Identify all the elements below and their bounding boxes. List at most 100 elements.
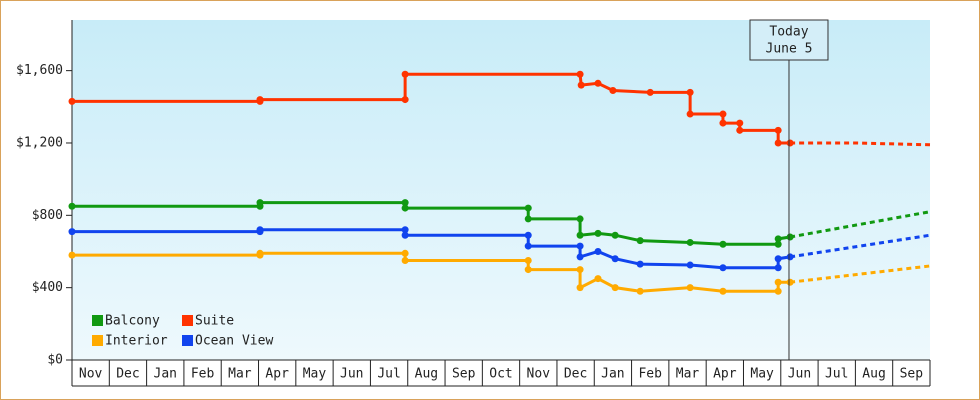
y-tick-label: $800	[32, 208, 63, 223]
data-point	[636, 237, 644, 245]
data-point	[686, 88, 694, 96]
data-point	[401, 226, 409, 234]
data-point	[594, 275, 602, 283]
data-point	[736, 119, 744, 127]
legend-swatch	[92, 315, 103, 326]
data-point	[611, 231, 619, 239]
data-point	[719, 240, 727, 248]
x-tick-label: May	[750, 367, 774, 382]
data-point	[68, 202, 76, 210]
y-tick-label: $400	[32, 280, 63, 295]
today-label: Today	[769, 25, 808, 40]
data-point	[68, 251, 76, 259]
data-point	[524, 257, 532, 265]
x-tick-label: Oct	[489, 367, 512, 382]
plot-area	[72, 20, 930, 360]
forecast-line	[790, 141, 931, 147]
data-point	[401, 257, 409, 265]
data-point	[774, 264, 782, 272]
data-point	[576, 242, 584, 250]
data-point	[719, 287, 727, 295]
data-point	[774, 278, 782, 286]
data-point	[524, 242, 532, 250]
x-tick-label: Sep	[452, 367, 476, 382]
legend-swatch	[182, 315, 193, 326]
x-tick-label: Aug	[862, 367, 885, 382]
x-tick-label: Apr	[713, 367, 737, 382]
data-point	[736, 126, 744, 134]
data-point	[524, 266, 532, 274]
x-tick-label: Feb	[638, 367, 662, 382]
data-point	[611, 284, 619, 292]
data-point	[401, 70, 409, 78]
data-point	[636, 287, 644, 295]
data-point	[256, 96, 264, 104]
x-tick-label: Sep	[900, 367, 924, 382]
today-box	[749, 19, 829, 61]
legend-swatch	[92, 335, 103, 346]
data-point	[686, 110, 694, 118]
data-point	[401, 231, 409, 239]
x-tick-label: Nov	[527, 367, 551, 382]
data-point	[774, 287, 782, 295]
x-tick-label: Jul	[825, 367, 848, 382]
forecast-line	[789, 210, 931, 239]
data-point	[577, 81, 585, 89]
data-point	[719, 264, 727, 272]
data-point	[256, 249, 264, 257]
x-tick-label: Jan	[154, 367, 177, 382]
data-point	[774, 235, 782, 243]
x-tick-label: Feb	[191, 367, 215, 382]
y-tick-label: $1,600	[16, 63, 63, 78]
data-point	[576, 215, 584, 223]
x-tick-label: Aug	[415, 367, 438, 382]
data-point	[686, 261, 694, 269]
today-date: June 5	[766, 42, 813, 57]
x-tick-label: Nov	[79, 367, 103, 382]
data-point	[774, 240, 782, 248]
data-point	[524, 231, 532, 239]
data-point	[401, 96, 409, 104]
data-point	[594, 79, 602, 87]
data-point	[774, 255, 782, 263]
legend-label: Ocean View	[195, 334, 273, 349]
data-point	[524, 204, 532, 212]
data-point	[686, 284, 694, 292]
data-point	[609, 87, 617, 95]
x-tick-label: Mar	[228, 367, 252, 382]
data-point	[719, 119, 727, 127]
x-tick-label: Jul	[377, 367, 400, 382]
x-tick-label: Dec	[564, 367, 587, 382]
data-point	[524, 215, 532, 223]
data-point	[576, 253, 584, 261]
data-point	[686, 238, 694, 246]
y-tick-label: $1,200	[16, 135, 63, 150]
forecast-line	[789, 264, 931, 284]
legend-label: Balcony	[105, 314, 160, 329]
x-tick-label: Dec	[116, 367, 139, 382]
data-point	[576, 284, 584, 292]
x-tick-label: Apr	[265, 367, 289, 382]
data-point	[401, 249, 409, 257]
data-point	[576, 231, 584, 239]
x-tick-label: May	[303, 367, 327, 382]
data-point	[774, 126, 782, 134]
data-point	[256, 226, 264, 234]
data-point	[256, 199, 264, 207]
legend-label: Suite	[195, 314, 234, 329]
forecast-line	[789, 233, 931, 259]
x-tick-label: Jun	[340, 367, 363, 382]
x-tick-label: Jan	[601, 367, 624, 382]
data-point	[594, 247, 602, 255]
data-point	[774, 139, 782, 147]
data-point	[646, 88, 654, 96]
data-point	[401, 199, 409, 207]
data-point	[68, 97, 76, 105]
data-point	[636, 260, 644, 268]
data-point	[611, 255, 619, 263]
data-point	[68, 228, 76, 236]
data-point	[594, 229, 602, 237]
data-point	[576, 266, 584, 274]
legend-label: Interior	[105, 334, 168, 349]
